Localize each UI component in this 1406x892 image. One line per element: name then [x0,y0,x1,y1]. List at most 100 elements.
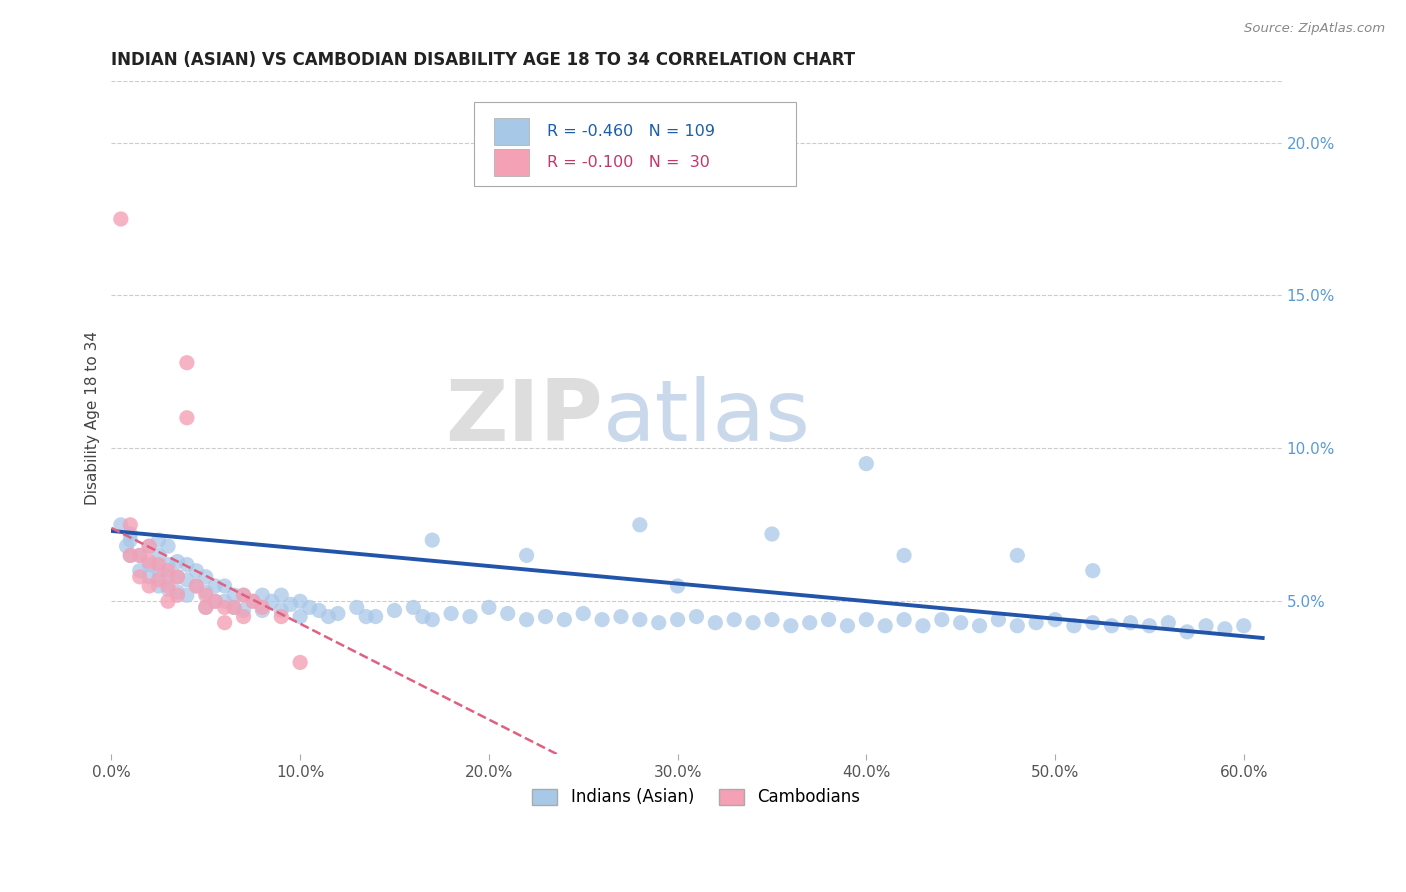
Point [931,613,953,627]
Point [222,600,245,615]
Point [214,579,236,593]
Point [420,613,443,627]
Text: INDIAN (ASIAN) VS CAMBODIAN DISABILITY AGE 18 TO 34 CORRELATION CHART: INDIAN (ASIAN) VS CAMBODIAN DISABILITY A… [111,51,855,69]
Point [166,585,188,599]
Point [308,603,330,617]
Point [969,619,991,633]
Point [148,579,170,593]
Point [458,609,481,624]
Point [176,558,198,572]
Point [440,607,463,621]
Point [1157,615,1180,630]
Point [222,588,245,602]
Point [194,600,217,615]
Point [288,594,311,608]
Point [157,539,180,553]
Point [610,609,633,624]
Point [194,588,217,602]
Point [1007,549,1029,563]
Point [166,570,188,584]
Point [138,570,160,584]
Point [855,613,877,627]
Point [232,588,254,602]
Point [252,600,274,615]
Text: atlas: atlas [603,376,811,459]
Point [288,609,311,624]
Point [591,613,613,627]
FancyBboxPatch shape [474,102,796,186]
Point [222,600,245,615]
Point [364,609,387,624]
Point [157,564,180,578]
Point [987,613,1010,627]
Point [138,579,160,593]
Point [194,570,217,584]
Point [242,594,264,608]
Point [553,613,575,627]
Point [157,594,180,608]
Point [138,539,160,553]
Point [1175,624,1198,639]
Point [148,573,170,587]
Point [232,588,254,602]
Point [270,588,292,602]
Point [115,539,138,553]
Point [817,613,839,627]
Point [1101,619,1123,633]
Point [799,615,821,630]
Point [120,527,142,541]
Point [186,579,208,593]
Point [326,607,349,621]
Point [761,613,783,627]
Point [1063,619,1085,633]
Point [1025,615,1047,630]
Point [742,615,765,630]
Point [1081,615,1104,630]
Point [837,619,859,633]
Point [893,613,915,627]
Point [1213,622,1236,636]
Point [110,211,132,226]
Point [138,555,160,569]
Point [270,603,292,617]
Legend: Indians (Asian), Cambodians: Indians (Asian), Cambodians [526,781,868,814]
Point [128,549,150,563]
Point [1081,564,1104,578]
Point [318,609,340,624]
Point [214,594,236,608]
Point [176,588,198,602]
Point [270,609,292,624]
Point [1043,613,1066,627]
Point [666,613,689,627]
Point [148,564,170,578]
Point [128,570,150,584]
Point [1233,619,1256,633]
Point [779,619,801,633]
Text: ZIP: ZIP [446,376,603,459]
Point [911,619,934,633]
Point [157,570,180,584]
Point [148,558,170,572]
Point [516,549,538,563]
Point [232,609,254,624]
Point [120,549,142,563]
Text: R = -0.460   N = 109: R = -0.460 N = 109 [547,124,714,139]
Point [478,600,501,615]
Point [176,410,198,425]
Point [288,656,311,670]
Point [120,549,142,563]
Point [214,600,236,615]
Point [723,613,745,627]
Point [120,533,142,548]
Point [138,539,160,553]
Point [176,356,198,370]
Point [148,549,170,563]
Point [128,564,150,578]
Point [204,579,226,593]
Point [157,558,180,572]
Point [628,517,651,532]
Point [280,598,302,612]
Y-axis label: Disability Age 18 to 34: Disability Age 18 to 34 [86,331,100,505]
Point [420,533,443,548]
Point [1119,615,1142,630]
